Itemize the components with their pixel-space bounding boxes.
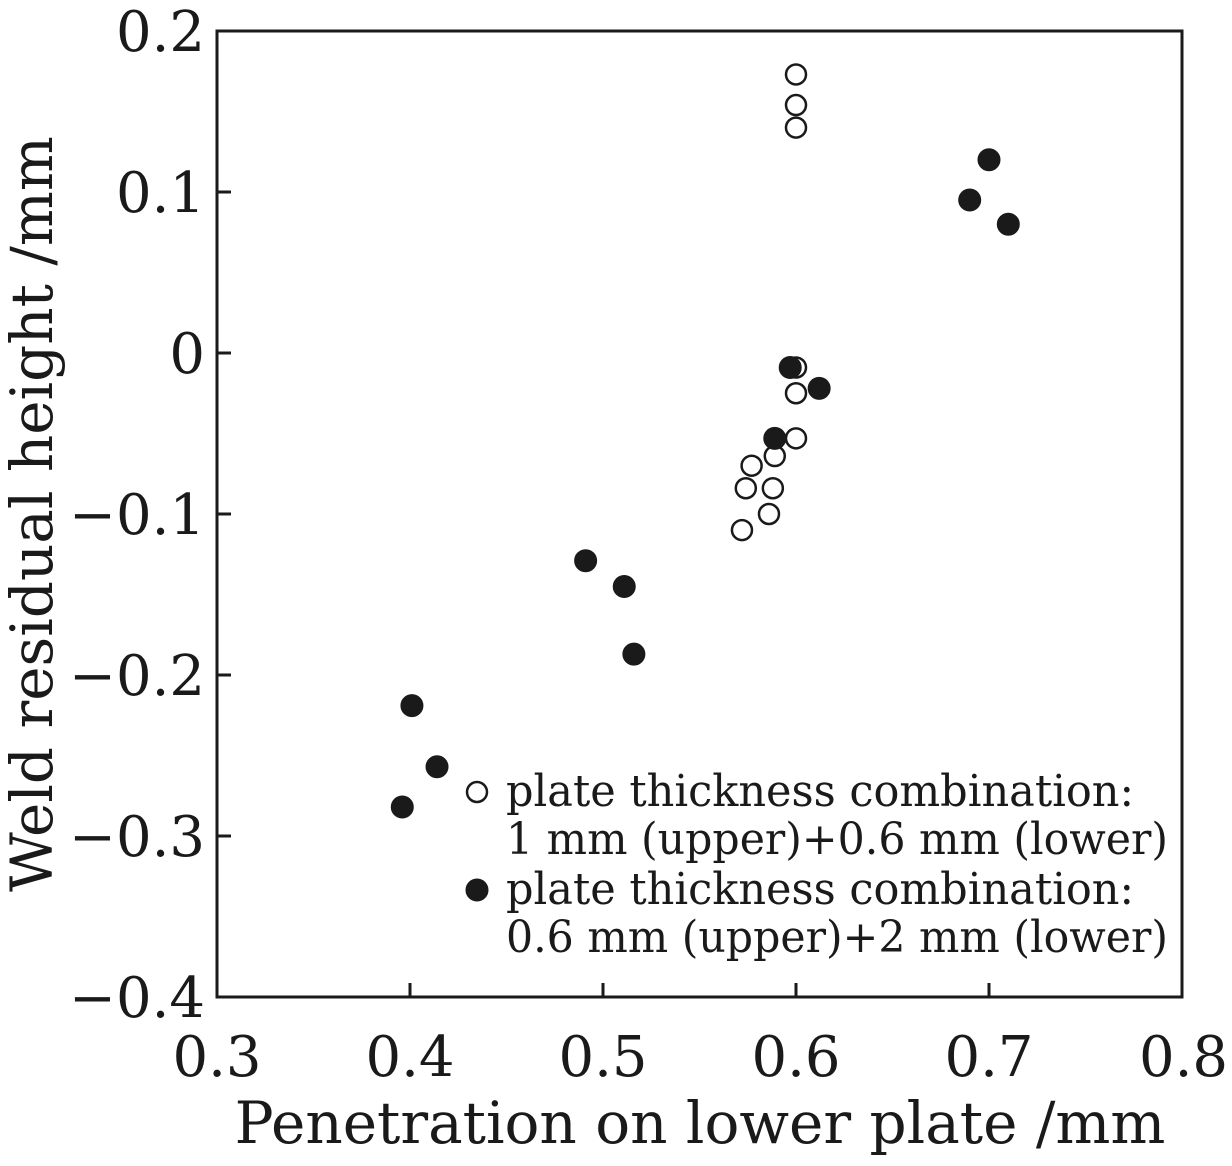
legend-label: 0.6 mm (upper)+2 mm (lower) — [506, 912, 1168, 963]
open-circle-point — [784, 116, 808, 139]
filled-circle-point — [778, 355, 802, 379]
open-circle-point — [784, 382, 808, 405]
filled-circle-point — [612, 574, 636, 598]
open-circle-point — [784, 63, 808, 86]
legend-label: plate thickness combination: — [506, 864, 1134, 915]
x-tick-label: 0.3 — [172, 1025, 261, 1090]
y-tick-label: −0.4 — [69, 966, 205, 1031]
open-circle-point — [784, 427, 808, 450]
x-tick-label: 0.6 — [751, 1025, 840, 1090]
open-circle-point — [740, 454, 763, 477]
filled-circle-point — [622, 642, 646, 666]
y-axis: 0.2 0.1 0 −0.1 −0.2 −0.3 −0.4 — [69, 0, 231, 1031]
y-tick-label: 0 — [169, 322, 205, 387]
legend-label: 1 mm (upper)+0.6 mm (lower) — [506, 814, 1168, 865]
filled-circle-point — [996, 212, 1020, 236]
x-tick-label: 0.7 — [944, 1025, 1033, 1090]
y-tick-label: −0.2 — [69, 644, 205, 709]
filled-circle-point — [390, 795, 414, 819]
filled-circle-point — [425, 755, 449, 779]
legend-open-circle-marker — [465, 780, 489, 804]
legend: plate thickness combination:1 mm (upper)… — [465, 766, 1168, 963]
filled-circle-point — [763, 426, 787, 450]
open-circle-point — [757, 502, 781, 526]
x-axis: 0.3 0.4 0.5 0.6 0.7 0.8 — [172, 983, 1228, 1090]
filled-circle-point — [400, 694, 424, 718]
y-tick-label: −0.1 — [69, 483, 205, 548]
x-axis-label: Penetration on lower plate /mm — [235, 1089, 1166, 1157]
y-tick-label: 0.1 — [116, 161, 205, 226]
legend-filled-circle-marker — [465, 878, 489, 902]
y-tick-label: 0.2 — [116, 0, 205, 65]
data-points — [390, 63, 1020, 819]
filled-circle-point — [574, 549, 598, 573]
filled-circle-point — [807, 376, 831, 400]
open-circle-point — [730, 518, 754, 542]
x-tick-label: 0.8 — [1139, 1025, 1228, 1090]
y-axis-label: Weld residual height /mm — [0, 136, 66, 892]
y-tick-label: −0.3 — [69, 805, 205, 870]
filled-circle-point — [958, 188, 982, 212]
x-tick-label: 0.5 — [558, 1025, 647, 1090]
x-tick-label: 0.4 — [365, 1025, 454, 1090]
open-circle-point — [784, 93, 808, 117]
open-circle-point — [734, 476, 758, 500]
legend-label: plate thickness combination: — [506, 766, 1134, 817]
open-circle-point — [761, 476, 785, 500]
filled-circle-point — [977, 148, 1001, 172]
